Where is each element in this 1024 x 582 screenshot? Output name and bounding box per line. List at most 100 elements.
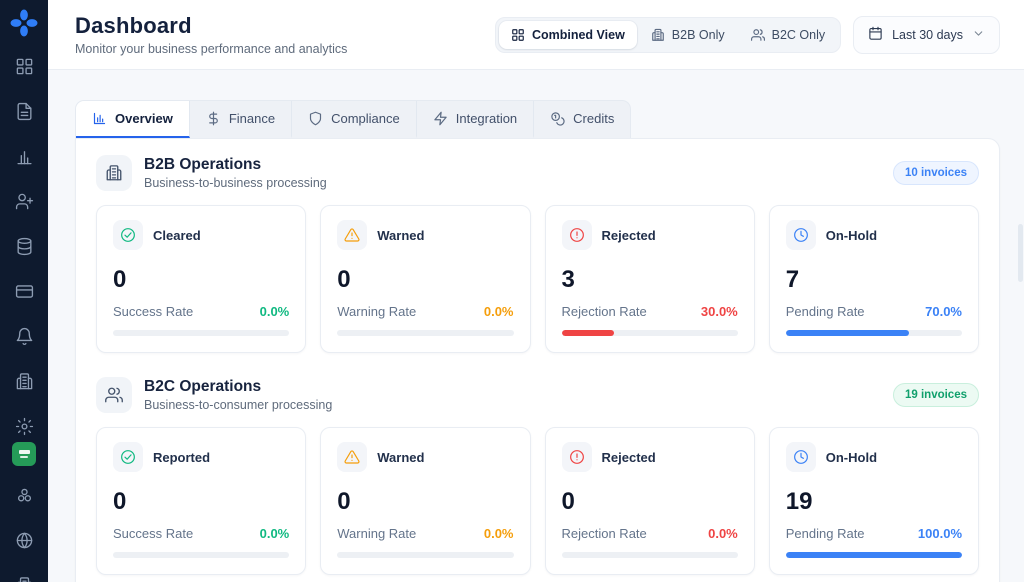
progress-bar <box>113 330 290 336</box>
sidebar-item-dashboard[interactable] <box>8 50 40 82</box>
stat-label: Cleared <box>153 227 201 243</box>
rate-label: Pending Rate <box>785 304 865 319</box>
rate-label: Rejection Rate <box>561 304 647 319</box>
sidebar-nav-bottom <box>8 442 40 582</box>
check-circle-icon <box>113 220 143 250</box>
stat-card-rejected: Rejected 3 Rejection Rate 30.0% <box>544 205 755 353</box>
section-subtitle: Business-to-consumer processing <box>144 398 333 412</box>
stat-card-reported: Reported 0 Success Rate 0.0% <box>96 427 307 575</box>
users-icon <box>750 28 765 42</box>
page-title: Dashboard <box>75 13 192 38</box>
stat-card-on-hold: On-Hold 7 Pending Rate 70.0% <box>768 205 979 353</box>
stat-label: Rejected <box>601 227 656 243</box>
rate-value: 70.0% <box>925 304 962 319</box>
modules-icon <box>15 486 34 505</box>
progress-bar <box>113 552 290 558</box>
sidebar-item-billing[interactable] <box>8 275 40 307</box>
stat-value: 3 <box>561 266 575 293</box>
rate-value: 30.0% <box>700 304 738 319</box>
coins-icon <box>550 111 565 126</box>
dollar-icon <box>206 111 221 126</box>
content: Overview Finance Compliance Integration Cred… <box>48 70 1024 582</box>
progress-bar <box>561 552 738 558</box>
rate-label: Warning Rate <box>337 304 417 319</box>
rate-label: Pending Rate <box>785 526 865 541</box>
rate-value: 0.0% <box>483 304 514 319</box>
alert-triangle-icon <box>337 442 368 472</box>
alert-circle-icon <box>561 442 592 472</box>
alert-circle-icon <box>561 220 592 250</box>
date-range-button[interactable]: Last 30 days <box>853 15 1000 54</box>
sidebar-item-modules[interactable] <box>8 479 40 511</box>
stat-card-warned: Warned 0 Warning Rate 0.0% <box>320 427 531 575</box>
stat-card-warned: Warned 0 Warning Rate 0.0% <box>320 205 531 353</box>
bell-icon <box>15 327 34 346</box>
section-title: B2B Operations <box>144 156 262 173</box>
progress-fill <box>785 330 910 336</box>
sidebar-item-documents[interactable] <box>8 95 40 127</box>
tab-overview[interactable]: Overview <box>76 101 190 138</box>
view-option-b2b-only[interactable]: B2B Only <box>639 21 737 49</box>
saudi-flag-icon[interactable] <box>12 442 36 466</box>
sidebar-item-organization[interactable] <box>8 365 40 397</box>
stat-value: 0 <box>337 266 351 293</box>
clock-icon <box>785 442 816 472</box>
globe-icon <box>15 531 34 550</box>
settings-icon <box>15 417 34 436</box>
sidebar-item-analytics[interactable] <box>8 140 40 172</box>
section-header-b2b-operations: B2B Operations Business-to-business proce… <box>96 155 979 191</box>
tab-finance[interactable]: Finance <box>190 101 293 138</box>
rate-value: 0.0% <box>708 526 738 541</box>
zap-icon <box>433 111 448 126</box>
scrollbar-thumb[interactable] <box>1018 224 1023 282</box>
sidebar-item-add-user[interactable] <box>8 185 40 217</box>
grid-icon <box>511 28 525 42</box>
stat-label: Reported <box>153 449 211 465</box>
overview-panel: B2B Operations Business-to-business proce… <box>75 138 1000 582</box>
rate-label: Rejection Rate <box>561 526 647 541</box>
rate-value: 0.0% <box>483 526 514 541</box>
calendar-icon <box>868 26 883 44</box>
app-logo-icon[interactable] <box>7 8 41 38</box>
progress-fill <box>785 552 962 558</box>
users-icon <box>96 377 132 413</box>
chart-axis-icon <box>92 111 107 126</box>
stat-value: 0 <box>113 266 127 293</box>
stat-value: 19 <box>785 488 813 515</box>
user-plus-icon <box>15 192 34 211</box>
view-option-combined-view[interactable]: Combined View <box>498 20 637 49</box>
stat-card-grid: Cleared 0 Success Rate 0.0% Warned 0 Warning R… <box>96 205 979 353</box>
tab-credits[interactable]: Credits <box>534 101 630 138</box>
file-text-icon <box>15 102 34 121</box>
rate-label: Warning Rate <box>337 526 417 541</box>
building-icon <box>96 155 132 191</box>
credit-card-icon <box>15 282 34 301</box>
stat-card-grid: Reported 0 Success Rate 0.0% Warned 0 Warning … <box>96 427 979 575</box>
alert-triangle-icon <box>337 220 368 250</box>
sidebar-nav-top <box>8 50 40 442</box>
stat-card-rejected: Rejected 0 Rejection Rate 0.0% <box>544 427 755 575</box>
grid-icon <box>15 57 34 76</box>
progress-bar <box>561 330 738 336</box>
sidebar-item-database[interactable] <box>8 230 40 262</box>
stat-value: 0 <box>561 488 575 515</box>
view-toggle-group: Combined View B2B Only B2C Only <box>494 16 842 53</box>
invoice-count-badge: 19 invoices <box>892 383 979 407</box>
sidebar-item-language[interactable] <box>8 524 40 556</box>
main-area: Dashboard Monitor your business performa… <box>48 0 1024 582</box>
progress-bar <box>785 330 962 336</box>
view-option-b2c-only[interactable]: B2C Only <box>739 21 838 49</box>
date-range-label: Last 30 days <box>892 27 963 42</box>
sidebar-item-notifications[interactable] <box>8 320 40 352</box>
sidebar-item-settings[interactable] <box>8 410 40 442</box>
tab-integration[interactable]: Integration <box>417 101 535 138</box>
topbar: Dashboard Monitor your business performa… <box>48 0 1024 70</box>
rate-value: 0.0% <box>259 304 290 319</box>
sidebar-item-company[interactable] <box>8 569 40 582</box>
stat-card-cleared: Cleared 0 Success Rate 0.0% <box>96 205 307 353</box>
section-header-b2c-operations: B2C Operations Business-to-consumer proce… <box>96 377 979 413</box>
tab-compliance[interactable]: Compliance <box>292 101 417 138</box>
top-controls: Combined View B2B Only B2C Only Last 30 da… <box>494 15 1000 54</box>
stat-card-on-hold: On-Hold 19 Pending Rate 100.0% <box>768 427 979 575</box>
